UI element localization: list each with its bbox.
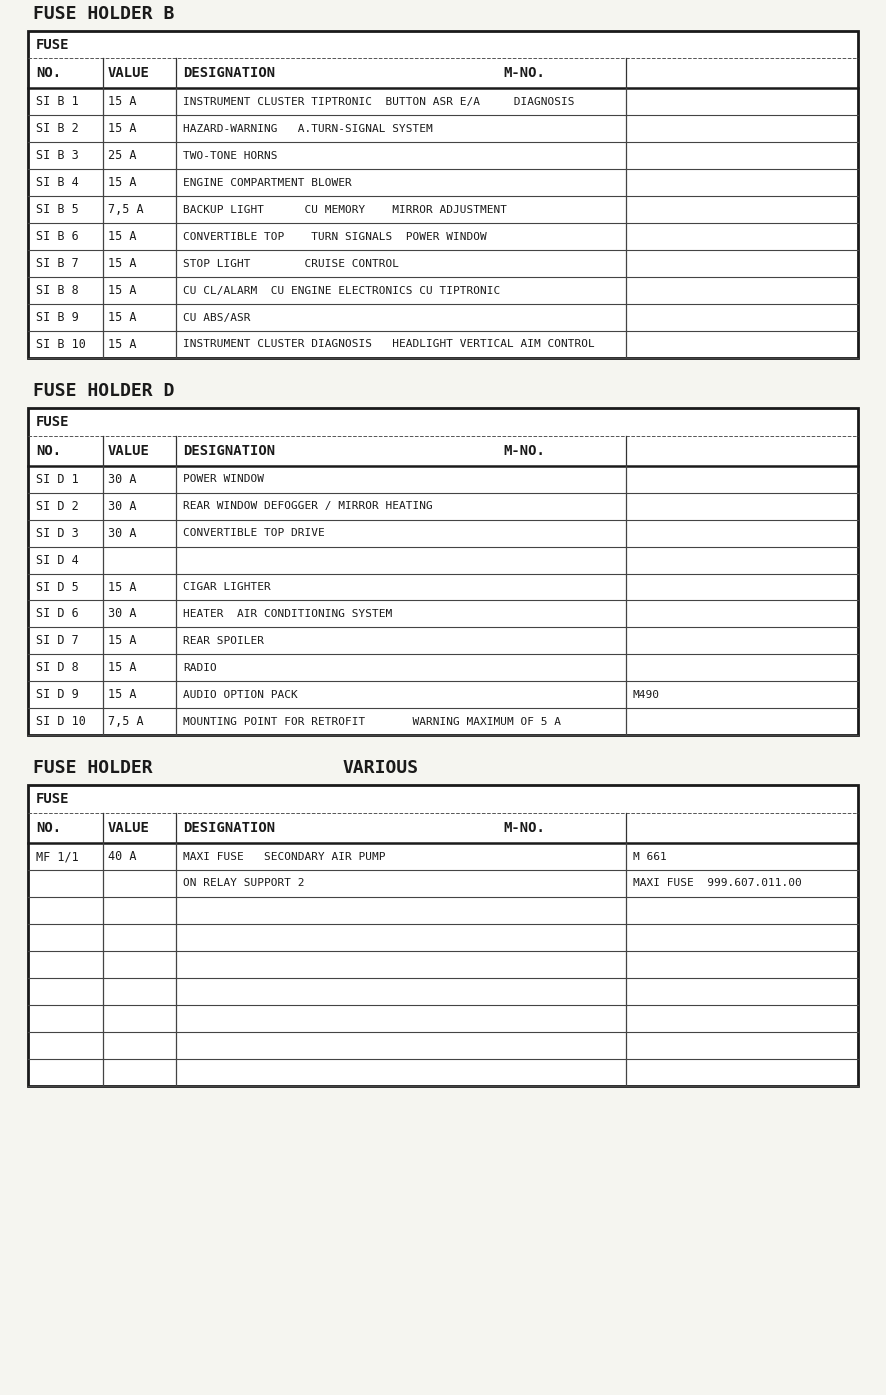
Text: MAXI FUSE   SECONDARY AIR PUMP: MAXI FUSE SECONDARY AIR PUMP (183, 851, 385, 862)
Text: SI D 9: SI D 9 (36, 688, 79, 702)
Text: 15 A: 15 A (108, 123, 136, 135)
Text: REAR WINDOW DEFOGGER / MIRROR HEATING: REAR WINDOW DEFOGGER / MIRROR HEATING (183, 501, 432, 511)
Text: POWER WINDOW: POWER WINDOW (183, 474, 264, 484)
Text: SI B 3: SI B 3 (36, 149, 79, 162)
Text: M-NO.: M-NO. (503, 67, 545, 81)
Text: VARIOUS: VARIOUS (343, 759, 419, 777)
Text: SI B 7: SI B 7 (36, 257, 79, 271)
Text: MAXI FUSE  999.607.011.00: MAXI FUSE 999.607.011.00 (633, 879, 802, 889)
Text: HEATER  AIR CONDITIONING SYSTEM: HEATER AIR CONDITIONING SYSTEM (183, 610, 392, 619)
Text: VALUE: VALUE (108, 444, 150, 458)
Text: SI D 2: SI D 2 (36, 499, 79, 512)
Text: 30 A: 30 A (108, 607, 136, 621)
Text: ON RELAY SUPPORT 2: ON RELAY SUPPORT 2 (183, 879, 305, 889)
Text: M 661: M 661 (633, 851, 667, 862)
Text: 7,5 A: 7,5 A (108, 716, 144, 728)
Text: SI D 1: SI D 1 (36, 473, 79, 485)
Text: NO.: NO. (36, 67, 61, 81)
Text: SI D 3: SI D 3 (36, 526, 79, 540)
Text: FUSE HOLDER D: FUSE HOLDER D (33, 382, 175, 400)
Text: FUSE: FUSE (36, 38, 69, 52)
Text: INSTRUMENT CLUSTER TIPTRONIC  BUTTON ASR E/A     DIAGNOSIS: INSTRUMENT CLUSTER TIPTRONIC BUTTON ASR … (183, 96, 574, 107)
Text: 15 A: 15 A (108, 635, 136, 647)
Text: SI D 5: SI D 5 (36, 580, 79, 593)
Text: 30 A: 30 A (108, 526, 136, 540)
Text: SI B 4: SI B 4 (36, 176, 79, 190)
Text: SI D 4: SI D 4 (36, 554, 79, 566)
Text: CIGAR LIGHTER: CIGAR LIGHTER (183, 582, 271, 591)
Text: 15 A: 15 A (108, 661, 136, 674)
Text: FUSE HOLDER: FUSE HOLDER (33, 759, 152, 777)
Text: SI D 7: SI D 7 (36, 635, 79, 647)
Text: M490: M490 (633, 689, 660, 700)
Text: 15 A: 15 A (108, 257, 136, 271)
Text: 15 A: 15 A (108, 580, 136, 593)
Text: 30 A: 30 A (108, 499, 136, 512)
Text: CONVERTIBLE TOP DRIVE: CONVERTIBLE TOP DRIVE (183, 529, 325, 538)
Text: 40 A: 40 A (108, 850, 136, 864)
Text: BACKUP LIGHT      CU MEMORY    MIRROR ADJUSTMENT: BACKUP LIGHT CU MEMORY MIRROR ADJUSTMENT (183, 205, 507, 215)
Text: 15 A: 15 A (108, 688, 136, 702)
Text: MOUNTING POINT FOR RETROFIT       WARNING MAXIMUM OF 5 A: MOUNTING POINT FOR RETROFIT WARNING MAXI… (183, 717, 561, 727)
Text: 7,5 A: 7,5 A (108, 204, 144, 216)
Text: 15 A: 15 A (108, 311, 136, 324)
Text: SI B 6: SI B 6 (36, 230, 79, 243)
Text: 15 A: 15 A (108, 285, 136, 297)
Text: SI D 8: SI D 8 (36, 661, 79, 674)
Text: FUSE: FUSE (36, 414, 69, 428)
Bar (28, 407, 858, 735)
Text: HAZARD-WARNING   A.TURN-SIGNAL SYSTEM: HAZARD-WARNING A.TURN-SIGNAL SYSTEM (183, 124, 432, 134)
Text: REAR SPOILER: REAR SPOILER (183, 636, 264, 646)
Text: 30 A: 30 A (108, 473, 136, 485)
Text: RADIO: RADIO (183, 663, 217, 672)
Text: SI B 5: SI B 5 (36, 204, 79, 216)
Text: FUSE: FUSE (36, 792, 69, 806)
Text: 15 A: 15 A (108, 338, 136, 352)
Text: TWO-TONE HORNS: TWO-TONE HORNS (183, 151, 277, 160)
Text: 25 A: 25 A (108, 149, 136, 162)
Text: CU ABS/ASR: CU ABS/ASR (183, 312, 251, 322)
Text: M-NO.: M-NO. (503, 444, 545, 458)
Text: SI B 8: SI B 8 (36, 285, 79, 297)
Text: M-NO.: M-NO. (503, 822, 545, 836)
Text: VALUE: VALUE (108, 67, 150, 81)
Bar (28, 31, 858, 359)
Text: SI D 6: SI D 6 (36, 607, 79, 621)
Bar (28, 785, 858, 1085)
Text: SI B 10: SI B 10 (36, 338, 86, 352)
Text: CU CL/ALARM  CU ENGINE ELECTRONICS CU TIPTRONIC: CU CL/ALARM CU ENGINE ELECTRONICS CU TIP… (183, 286, 501, 296)
Text: NO.: NO. (36, 822, 61, 836)
Text: ENGINE COMPARTMENT BLOWER: ENGINE COMPARTMENT BLOWER (183, 177, 352, 188)
Text: MF 1/1: MF 1/1 (36, 850, 79, 864)
Text: SI D 10: SI D 10 (36, 716, 86, 728)
Text: INSTRUMENT CLUSTER DIAGNOSIS   HEADLIGHT VERTICAL AIM CONTROL: INSTRUMENT CLUSTER DIAGNOSIS HEADLIGHT V… (183, 339, 595, 350)
Text: CONVERTIBLE TOP    TURN SIGNALS  POWER WINDOW: CONVERTIBLE TOP TURN SIGNALS POWER WINDO… (183, 232, 486, 241)
Text: STOP LIGHT        CRUISE CONTROL: STOP LIGHT CRUISE CONTROL (183, 258, 399, 269)
Text: DESIGNATION: DESIGNATION (183, 822, 276, 836)
Text: DESIGNATION: DESIGNATION (183, 67, 276, 81)
Text: SI B 1: SI B 1 (36, 95, 79, 109)
Text: 15 A: 15 A (108, 95, 136, 109)
Text: 15 A: 15 A (108, 176, 136, 190)
Text: AUDIO OPTION PACK: AUDIO OPTION PACK (183, 689, 298, 700)
Text: FUSE HOLDER B: FUSE HOLDER B (33, 4, 175, 22)
Text: DESIGNATION: DESIGNATION (183, 444, 276, 458)
Text: NO.: NO. (36, 444, 61, 458)
Text: SI B 2: SI B 2 (36, 123, 79, 135)
Text: SI B 9: SI B 9 (36, 311, 79, 324)
Text: 15 A: 15 A (108, 230, 136, 243)
Text: VALUE: VALUE (108, 822, 150, 836)
